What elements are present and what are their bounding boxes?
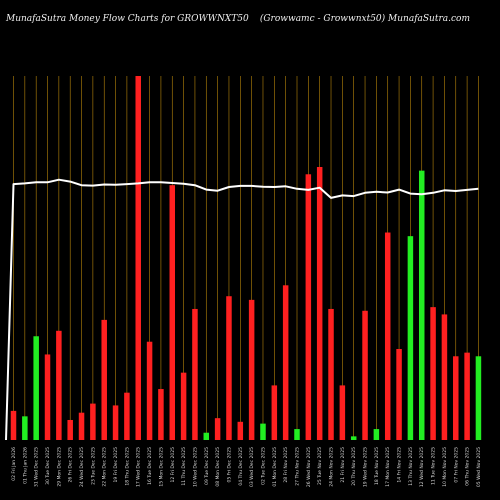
chart-title: MunafaSutra Money Flow Charts for GROWWN…: [6, 14, 249, 24]
money-flow-bar: [192, 308, 198, 440]
money-flow-bar: [67, 419, 73, 440]
money-flow-bar: [362, 310, 368, 440]
money-flow-bar: [305, 174, 312, 440]
money-flow-bar: [294, 429, 300, 440]
money-flow-bar: [396, 349, 402, 440]
money-flow-bar: [112, 405, 119, 440]
x-tick-label: 14 Fri Nov 2025: [397, 447, 403, 483]
money-flow-bar: [464, 352, 470, 440]
x-tick-label: 09 Tue Dec 2025: [204, 447, 210, 485]
x-tick-label: 07 Fri Nov 2025: [453, 447, 459, 483]
x-tick-label: 17 Wed Dec 2025: [136, 447, 142, 487]
money-flow-bar: [135, 76, 141, 440]
money-flow-bar: [56, 330, 62, 440]
x-tick-label: 02 Tue Dec 2025: [261, 447, 267, 485]
money-flow-bar: [271, 385, 278, 440]
x-tick-label: 15 Mon Dec 2025: [158, 447, 164, 487]
x-tick-label: 10 Mon Nov 2025: [442, 447, 448, 487]
money-flow-bar: [441, 314, 448, 440]
x-tick-label: 18 Thu Dec 2025: [124, 447, 130, 486]
x-tick-label: 28 Fri Nov 2025: [283, 447, 289, 483]
money-flow-bar: [22, 416, 28, 440]
money-flow-bar: [169, 185, 176, 440]
x-tick-label: 29 Mon Dec 2025: [56, 447, 62, 487]
x-tick-label: 01 Thu Jan 2026: [22, 447, 28, 484]
money-flow-bar: [430, 307, 436, 440]
x-tick-label: 21 Fri Nov 2025: [340, 447, 346, 483]
money-flow-bar: [475, 356, 482, 440]
money-flow-bar: [158, 389, 164, 440]
x-tick-label: 26 Wed Nov 2025: [306, 447, 312, 487]
money-flow-bar: [226, 296, 232, 440]
money-flow-bar: [282, 285, 289, 440]
x-tick-label: 23 Tue Dec 2025: [90, 447, 96, 485]
x-tick-label: 13 Thu Nov 2025: [408, 447, 414, 486]
money-flow-bar: [373, 429, 380, 440]
money-flow-bar: [407, 236, 414, 440]
money-flow-bar: [180, 372, 187, 440]
money-flow-bar: [44, 354, 51, 440]
x-tick-label: 05 Wed Nov 2025: [476, 447, 482, 487]
x-tick-label: 10 Wed Dec 2025: [192, 447, 198, 487]
x-tick-label: 19 Wed Nov 2025: [363, 447, 369, 487]
money-flow-bar: [90, 403, 96, 440]
x-tick-label: 12 Fri Dec 2025: [170, 447, 176, 483]
money-flow-bar: [78, 412, 85, 440]
money-flow-bar: [418, 170, 425, 440]
x-tick-label: 24 Wed Dec 2025: [79, 447, 85, 487]
money-flow-bar: [237, 421, 244, 440]
x-tick-label: 11 Thu Dec 2025: [181, 447, 187, 486]
money-flow-bar: [260, 423, 266, 440]
x-tick-label: 31 Wed Dec 2025: [34, 447, 40, 487]
x-tick-label: 17 Mon Nov 2025: [385, 447, 391, 487]
x-tick-label: 16 Tue Dec 2025: [147, 447, 153, 485]
money-flow-bar: [248, 299, 255, 440]
x-tick-label: 26 Fri Dec 2025: [68, 447, 74, 483]
money-flow-bar: [214, 418, 221, 440]
x-tick-label: 24 Mon Nov 2025: [329, 447, 335, 487]
x-tick-label: 25 Tue Nov 2025: [317, 447, 323, 485]
money-flow-bar: [146, 341, 153, 440]
x-tick-label: 02 Fri Jan 2026: [11, 447, 17, 481]
x-tick-label: 27 Thu Nov 2025: [295, 447, 301, 486]
money-flow-bar: [453, 356, 459, 440]
x-tick-label: 05 Fri Dec 2025: [227, 447, 233, 483]
money-flow-bar: [124, 392, 130, 440]
money-flow-bar: [350, 436, 357, 440]
x-tick-label: 19 Fri Dec 2025: [113, 447, 119, 483]
chart-source: (Growwamc - Growwnxt50) MunafaSutra.com: [259, 14, 470, 24]
x-tick-label: 06 Thu Nov 2025: [465, 447, 471, 486]
trend-line: [5, 178, 479, 441]
money-flow-bar: [339, 385, 346, 440]
x-tick-label: 18 Tue Nov 2025: [374, 447, 380, 485]
x-tick-label: 04 Thu Dec 2025: [238, 447, 244, 486]
x-tick-label: 11 Tue Nov 2025: [431, 447, 437, 485]
money-flow-bar: [316, 167, 323, 440]
money-flow-bar: [203, 432, 210, 440]
x-tick-label: 03 Wed Dec 2025: [249, 447, 255, 487]
x-tick-label: 20 Thu Nov 2025: [351, 447, 357, 486]
x-tick-label: 08 Mon Dec 2025: [215, 447, 221, 487]
money-flow-bar: [384, 232, 391, 440]
money-flow-bar: [328, 308, 334, 440]
x-tick-label: 12 Wed Nov 2025: [419, 447, 425, 487]
money-flow-bar: [101, 319, 107, 440]
x-tick-label: 01 Mon Dec 2025: [272, 447, 278, 487]
money-flow-bar: [10, 410, 17, 440]
x-tick-label: 30 Tue Dec 2025: [45, 447, 51, 485]
x-tick-label: 22 Mon Dec 2025: [102, 447, 108, 487]
money-flow-bar: [33, 336, 39, 440]
